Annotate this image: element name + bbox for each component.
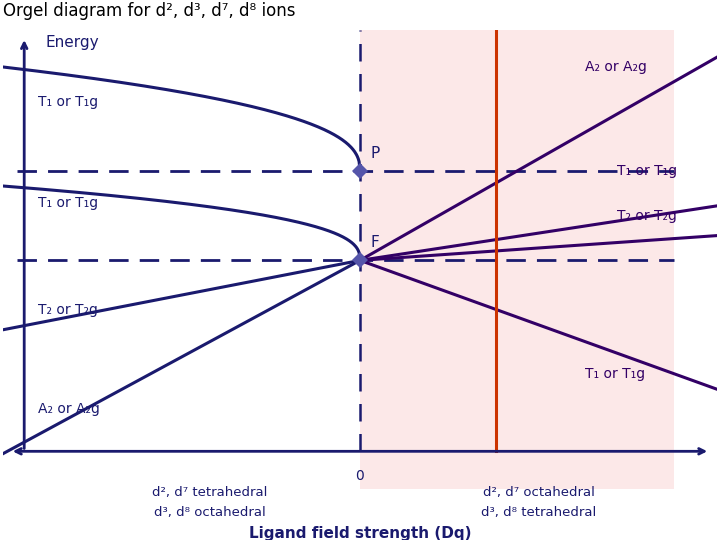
Text: d³, d⁸ octahedral: d³, d⁸ octahedral	[154, 506, 266, 519]
Text: Ligand field strength (Dq): Ligand field strength (Dq)	[248, 526, 472, 540]
Text: T₂ or T₂g: T₂ or T₂g	[617, 209, 677, 222]
Text: T₂ or T₂g: T₂ or T₂g	[38, 303, 99, 317]
Text: T₁ or T₁g: T₁ or T₁g	[38, 94, 99, 109]
Text: Orgel diagram for d², d³, d⁷, d⁸ ions: Orgel diagram for d², d³, d⁷, d⁸ ions	[3, 2, 295, 20]
Text: d³, d⁸ tetrahedral: d³, d⁸ tetrahedral	[481, 506, 596, 519]
Text: Energy: Energy	[45, 35, 99, 50]
Text: A₂ or A₂g: A₂ or A₂g	[585, 60, 647, 74]
Text: T₁ or T₁g: T₁ or T₁g	[38, 197, 99, 211]
Text: d², d⁷ tetrahedral: d², d⁷ tetrahedral	[152, 486, 268, 499]
Bar	[360, 30, 675, 489]
Text: A₂ or A₂g: A₂ or A₂g	[38, 402, 100, 416]
Text: F: F	[371, 235, 379, 251]
Text: 0: 0	[356, 469, 364, 483]
Text: d², d⁷ octahedral: d², d⁷ octahedral	[482, 486, 595, 499]
Text: T₁ or T₁g: T₁ or T₁g	[585, 367, 645, 381]
Text: P: P	[371, 146, 380, 161]
Text: T₁ or T₁g: T₁ or T₁g	[617, 164, 678, 178]
